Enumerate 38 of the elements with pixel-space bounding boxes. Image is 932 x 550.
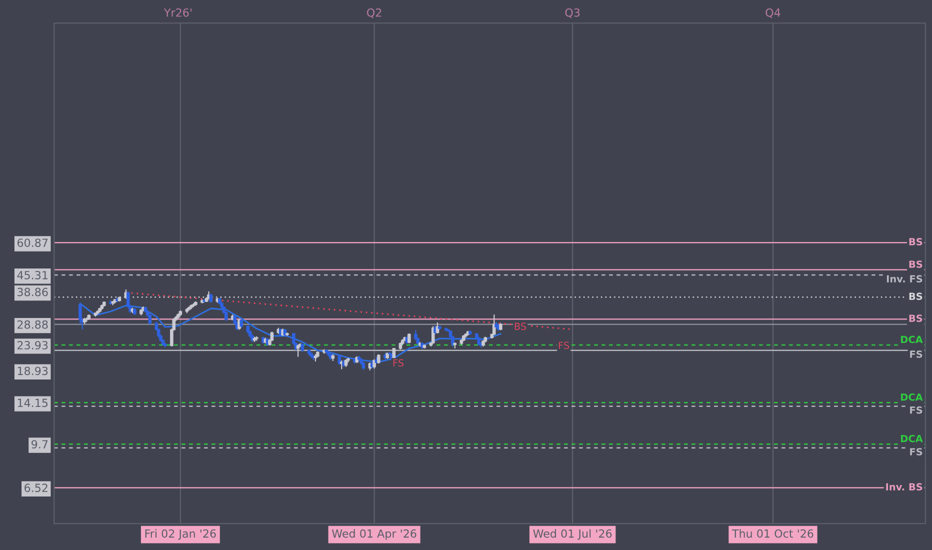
x-tick-label: Thu 01 Oct '26 <box>732 529 814 538</box>
ref-line-label: FS <box>910 350 922 358</box>
y-tick-label: 23.93 <box>18 341 48 350</box>
annotation: FS <box>558 342 570 350</box>
x-tick-label: Wed 01 Jul '26 <box>533 529 612 540</box>
ref-line-label: BS <box>909 292 922 300</box>
candlestick <box>148 314 152 326</box>
ref-line-label: BS <box>909 238 922 246</box>
ref-line-label: BS <box>909 260 922 268</box>
y-tick-label: 28.88 <box>18 320 48 329</box>
candlestick <box>126 291 130 309</box>
candlestick <box>377 354 380 364</box>
ref-line-label: BS <box>909 314 922 322</box>
ref-line-label: FS <box>910 448 922 456</box>
candlestick <box>414 330 418 341</box>
ref-line-label: DCA <box>901 393 923 401</box>
annotation: FS <box>393 359 404 367</box>
x2-tick-label: Yr26' <box>164 8 192 17</box>
y-tick-label: 60.87 <box>17 238 48 247</box>
y-tick-label: 45.31 <box>17 270 48 280</box>
y-tick-label: 9.7 <box>32 440 48 448</box>
ref-line-label: DCA <box>901 434 923 442</box>
ref-line-label: Inv. FS <box>886 275 922 283</box>
y-tick-label: 18.93 <box>18 366 48 376</box>
x-tick-label: Fri 02 Jan '26 <box>145 529 216 540</box>
x-tick-label: Wed 01 Apr '26 <box>332 529 416 540</box>
candlestick <box>408 332 411 344</box>
ref-line-label: DCA <box>901 336 923 344</box>
ref-line-label: FS <box>910 406 922 414</box>
x2-tick-label: Q3 <box>565 8 580 18</box>
x2-tick-label: Q2 <box>367 8 382 18</box>
y-tick-label: 14.15 <box>18 398 48 408</box>
x2-tick-label: Q4 <box>766 8 780 18</box>
annotation: BS <box>514 322 526 330</box>
ref-line-label: Inv. BS <box>886 483 922 491</box>
candlestick <box>224 310 228 322</box>
y-tick-label: 6.52 <box>24 484 48 492</box>
y-tick-label: 38.86 <box>18 288 48 296</box>
